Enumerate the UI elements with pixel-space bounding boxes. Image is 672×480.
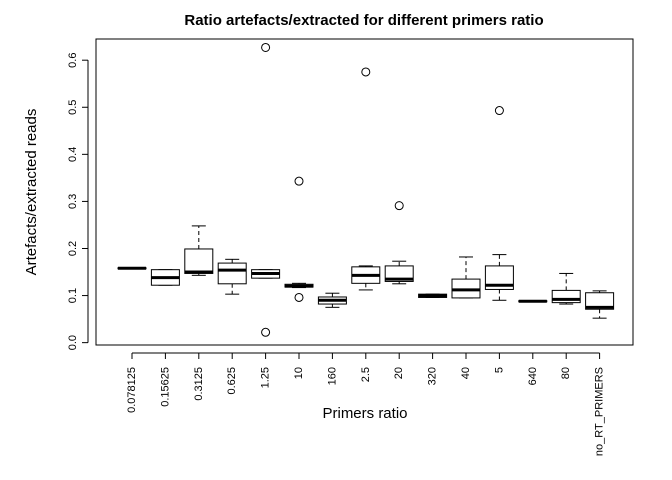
iqr-box <box>585 292 615 310</box>
box-5 <box>484 106 514 301</box>
box-10 <box>284 176 314 302</box>
y-axis-label: Artefacts/extracted reads <box>23 109 40 276</box>
box-0.15625 <box>150 269 180 286</box>
x-tick-label: no_RT_PRIMERS <box>594 367 606 456</box>
iqr-box <box>384 265 414 282</box>
x-tick-label: 640 <box>527 367 539 385</box>
chart-title: Ratio artefacts/extracted for different … <box>184 12 543 29</box>
y-tick-label: 0.5 <box>67 100 79 115</box>
box-1.25 <box>251 42 281 337</box>
y-tick-label: 0.2 <box>67 241 79 256</box>
outlier-point <box>294 292 304 302</box>
box-80 <box>551 272 581 305</box>
box-no_RT_PRIMERS <box>585 290 615 319</box>
x-tick-label: 320 <box>427 367 439 385</box>
plot-frame <box>95 38 634 346</box>
outlier-point <box>261 327 271 337</box>
x-tick-label: 1.25 <box>260 367 272 388</box>
x-tick-label: 0.3125 <box>193 367 205 401</box>
iqr-box <box>484 265 514 290</box>
x-tick-label: 2.5 <box>360 367 372 382</box>
x-tick-label: 40 <box>460 367 472 379</box>
x-axis: 0.078125 0.15625 0.3125 0.625 1.25 10 160 2.5 20… <box>126 352 606 456</box>
outlier-point <box>494 106 504 116</box>
box-20 <box>384 201 414 285</box>
x-tick-label: 0.078125 <box>126 367 138 413</box>
x-tick-label: 20 <box>393 367 405 379</box>
x-axis-label: Primers ratio <box>322 405 407 422</box>
box-0.625 <box>217 258 247 295</box>
y-tick-label: 0.1 <box>67 288 79 303</box>
outlier-point <box>294 176 304 186</box>
y-tick-label: 0.6 <box>67 53 79 68</box>
box-0.3125 <box>184 225 214 276</box>
x-tick-label: 5 <box>493 367 505 373</box>
box-640 <box>518 299 548 303</box>
box-320 <box>418 293 448 298</box>
box-160 <box>317 292 347 308</box>
iqr-box <box>217 262 247 285</box>
y-tick-label: 0.3 <box>67 194 79 209</box>
outlier-point <box>361 67 371 77</box>
y-axis: 0.0 0.1 0.2 0.3 0.4 0.5 0.6 <box>67 53 89 350</box>
outlier-point <box>261 42 271 52</box>
x-tick-label: 0.15625 <box>159 367 171 407</box>
y-tick-label: 0.0 <box>67 335 79 350</box>
x-tick-label: 160 <box>326 367 338 385</box>
outlier-point <box>394 201 404 211</box>
x-tick-label: 80 <box>560 367 572 379</box>
boxes-group <box>117 42 615 337</box>
box-40 <box>451 256 481 299</box>
x-tick-label: 10 <box>293 367 305 379</box>
box-2.5 <box>351 67 381 291</box>
y-tick-label: 0.4 <box>67 147 79 162</box>
x-tick-label: 0.625 <box>226 367 238 395</box>
iqr-box <box>184 248 214 274</box>
box-0.078125 <box>117 266 147 270</box>
